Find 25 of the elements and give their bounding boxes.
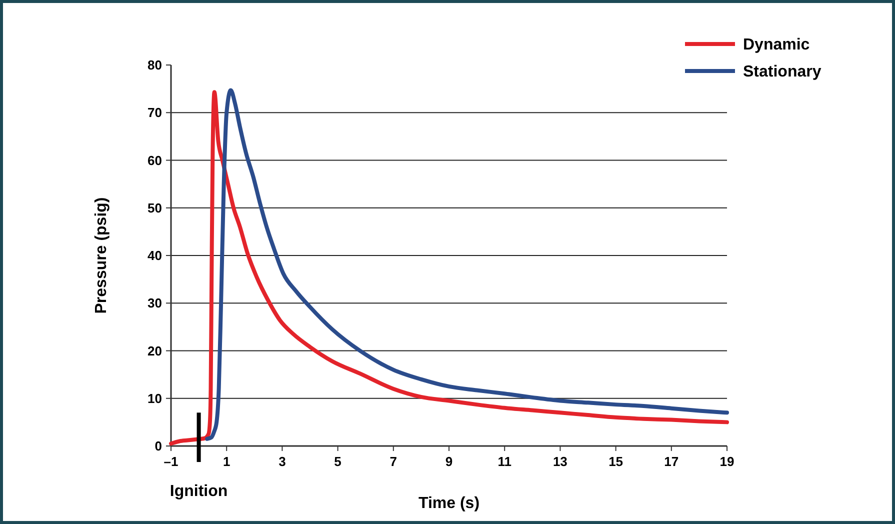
y-tick-label: 10 — [148, 390, 162, 406]
legend-label: Stationary — [743, 64, 822, 81]
x-tick-label: 17 — [664, 454, 679, 469]
x-tick-label: 11 — [498, 454, 512, 469]
legend-label: Dynamic — [743, 36, 810, 54]
x-tick-label: 19 — [720, 454, 734, 469]
ref-line-label: Ignition — [170, 483, 228, 500]
x-tick-label: 15 — [608, 454, 624, 469]
y-tick-label: 0 — [154, 438, 162, 454]
x-tick-label: –1 — [164, 454, 178, 469]
x-axis-title: Time (s) — [418, 495, 480, 512]
y-tick-label: 30 — [148, 296, 162, 311]
x-tick-label: 13 — [552, 454, 568, 469]
x-tick-label: 7 — [390, 454, 398, 469]
x-tick-label: 3 — [278, 454, 286, 469]
x-tick-label: 1 — [222, 454, 230, 469]
y-axis-title: Pressure (psig) — [93, 197, 110, 314]
y-tick-label: 60 — [148, 152, 162, 168]
y-tick-label: 80 — [148, 58, 162, 73]
y-tick-label: 50 — [148, 200, 162, 216]
x-tick-label: 5 — [334, 454, 342, 469]
y-tick-label: 70 — [148, 105, 162, 120]
y-tick-label: 40 — [148, 248, 162, 264]
y-tick-label: 20 — [148, 343, 162, 358]
x-tick-label: 9 — [445, 454, 453, 469]
